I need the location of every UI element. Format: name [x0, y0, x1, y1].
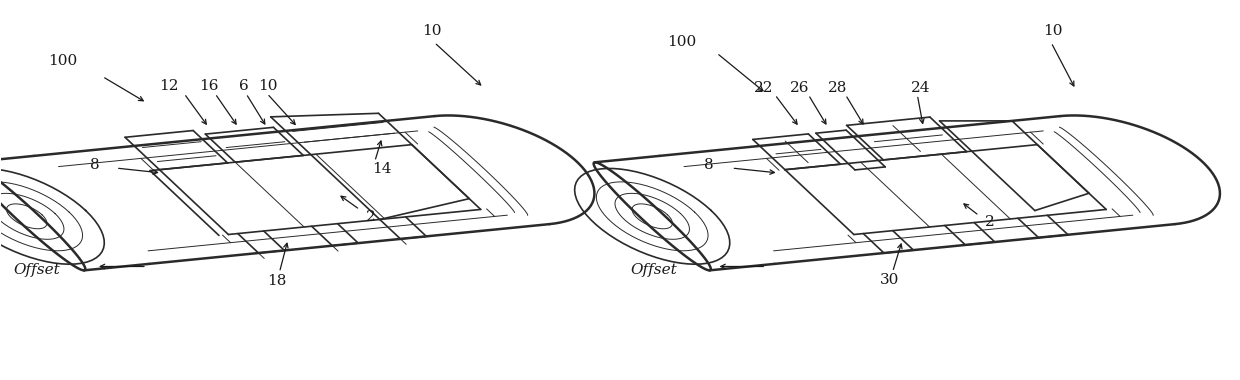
- Text: Offset: Offset: [630, 263, 677, 277]
- Text: 22: 22: [754, 81, 774, 95]
- Text: Offset: Offset: [14, 263, 60, 277]
- Text: 18: 18: [267, 274, 286, 288]
- Text: 28: 28: [828, 81, 847, 95]
- Text: 2: 2: [986, 215, 996, 229]
- Text: 12: 12: [159, 79, 179, 93]
- Text: 10: 10: [422, 24, 441, 38]
- Text: 30: 30: [880, 273, 899, 287]
- Text: 100: 100: [48, 54, 77, 68]
- Text: 8: 8: [704, 158, 714, 173]
- Text: 6: 6: [238, 79, 248, 93]
- Text: 8: 8: [89, 158, 99, 173]
- Text: 16: 16: [198, 79, 218, 93]
- Text: 2: 2: [366, 209, 376, 223]
- Text: 10: 10: [1044, 24, 1063, 38]
- Text: 26: 26: [790, 81, 810, 95]
- Text: 24: 24: [911, 81, 930, 95]
- Text: 10: 10: [258, 79, 278, 93]
- Text: 100: 100: [667, 35, 697, 49]
- Text: 14: 14: [372, 162, 392, 176]
